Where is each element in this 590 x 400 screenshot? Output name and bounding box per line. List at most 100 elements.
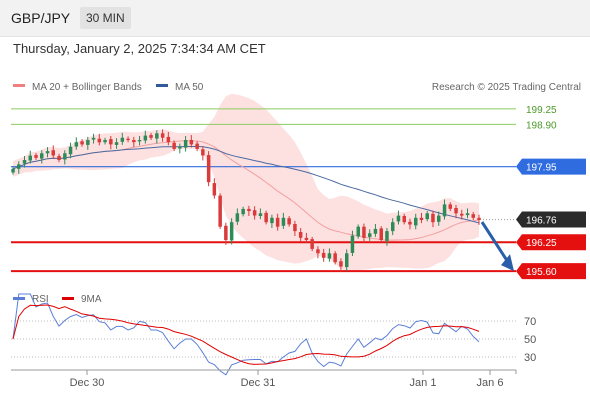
candle-body	[40, 153, 44, 159]
candle-body	[310, 239, 314, 249]
candle-body	[414, 217, 418, 226]
level-tag-4	[516, 234, 586, 251]
candle-body	[339, 261, 343, 267]
candle-body	[241, 208, 245, 215]
symbol-title: GBP/JPY	[11, 10, 71, 26]
candle-body	[281, 217, 286, 226]
rsi-legend: RSI 9MA	[13, 294, 102, 305]
main-legend: MA 20 + Bollinger Bands MA 50 Research ©…	[13, 82, 581, 93]
candle-body	[379, 228, 383, 240]
candle-body	[132, 140, 136, 143]
candle-body	[419, 217, 424, 220]
rsi-tick-2: 30	[524, 352, 536, 364]
candle-body	[437, 215, 441, 222]
rsi-panel: 70 50 30	[11, 293, 536, 376]
level-tag-2	[516, 158, 586, 175]
candle-body	[373, 228, 378, 234]
candle-body	[97, 138, 102, 143]
level-tag-5	[516, 263, 586, 280]
price-level-labels: 199.25 198.90 197.95 196.76 196.25 195.60	[516, 105, 586, 280]
rsi-legend-label: RSI	[32, 294, 49, 305]
rsi-tick-1: 50	[524, 334, 536, 346]
candle-body	[34, 155, 38, 158]
candle-body	[183, 140, 188, 148]
level-label-0: 199.25	[526, 105, 557, 116]
level-label-5: 195.60	[526, 267, 557, 278]
bollinger-bands	[13, 93, 479, 272]
candle-body	[206, 155, 211, 183]
candle-body	[460, 213, 464, 216]
candle-body	[178, 146, 182, 149]
candle-body	[91, 137, 96, 140]
candle-body	[22, 160, 27, 164]
level-label-4: 196.25	[526, 238, 557, 249]
level-label-3: 196.76	[526, 216, 557, 227]
candle-body	[218, 195, 222, 227]
ma20-legend-label: MA 20 + Bollinger Bands	[32, 82, 142, 93]
rsi-ma-legend-label: 9MA	[81, 294, 102, 305]
candle-body	[275, 217, 280, 227]
rsi-legend-swatch	[13, 297, 25, 300]
candle-body	[45, 151, 50, 154]
candle-body	[126, 138, 130, 140]
candle-body	[298, 232, 303, 238]
chart-header: GBP/JPY 30 MIN	[0, 0, 590, 37]
candle-body	[316, 249, 320, 254]
candle-body	[172, 142, 176, 149]
candle-body	[201, 149, 205, 156]
forecast-arrow-head	[501, 254, 514, 272]
candle-body	[235, 213, 240, 222]
level-tag-3	[516, 211, 586, 228]
candle-body	[229, 222, 234, 241]
x-tick-label-1: Dec 31	[241, 377, 276, 389]
candle-body	[28, 155, 32, 161]
candle-body	[114, 142, 119, 145]
candle-body	[143, 135, 148, 141]
candle-body	[442, 204, 447, 217]
candle-body	[465, 213, 470, 216]
candle-body	[86, 140, 90, 145]
candle-body	[425, 213, 429, 220]
timeframe-button[interactable]: 30 MIN	[80, 7, 131, 29]
ma20-legend-swatch	[13, 84, 25, 87]
candle-body	[270, 217, 274, 224]
candle-body	[109, 139, 113, 145]
candle-body	[345, 253, 349, 268]
candle-body	[120, 137, 125, 142]
x-tick-label-2: Jan 1	[410, 377, 437, 389]
candle-body	[385, 231, 389, 241]
candle-body	[195, 143, 199, 149]
candle-body	[368, 233, 372, 237]
candle-body	[391, 222, 395, 232]
rsi-ma-legend-swatch	[62, 297, 74, 300]
candlesticks	[11, 129, 481, 272]
forecast-arrow	[480, 221, 514, 272]
candle-body	[356, 226, 360, 237]
candle-body	[155, 133, 159, 139]
candle-body	[431, 213, 435, 223]
level-label-1: 198.90	[526, 120, 557, 131]
candle-body	[189, 140, 194, 145]
ma50-legend-swatch	[156, 84, 168, 87]
candle-body	[454, 208, 458, 214]
ma50-line	[12, 146, 480, 224]
candle-body	[293, 224, 297, 232]
candle-body	[137, 140, 142, 142]
candle-body	[252, 210, 257, 216]
candle-body	[402, 216, 406, 223]
timestamp: Thursday, January 2, 2025 7:34:34 AM CET	[13, 41, 266, 56]
candle-body	[11, 168, 15, 173]
level-label-2: 197.95	[526, 163, 557, 174]
candle-body	[477, 217, 481, 220]
candle-body	[321, 252, 326, 258]
rsi-ma-line	[12, 304, 480, 365]
moving-averages	[12, 140, 480, 241]
candle-body	[160, 133, 165, 138]
candle-body	[264, 212, 268, 223]
candle-body	[327, 253, 332, 259]
candle-body	[333, 253, 337, 263]
candle-body	[396, 215, 401, 222]
candle-body	[287, 218, 291, 225]
candle-body	[247, 208, 251, 212]
x-axis: Dec 30 Dec 31 Jan 1 Jan 6	[11, 369, 517, 389]
